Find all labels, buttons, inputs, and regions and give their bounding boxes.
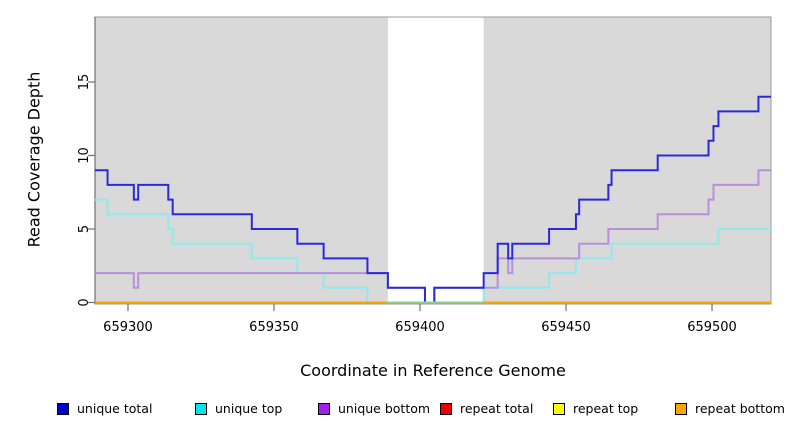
legend-label: repeat bottom <box>695 401 785 416</box>
legend-item-unique-bottom: unique bottom <box>318 401 430 416</box>
y-tick-label: 15 <box>77 74 92 91</box>
y-axis-title: Read Coverage Depth <box>24 71 44 248</box>
x-tick-label: 659500 <box>687 320 737 335</box>
legend-item-repeat-bottom: repeat bottom <box>675 401 785 416</box>
legend-label: unique bottom <box>338 401 431 416</box>
legend-item-repeat-top: repeat top <box>553 401 638 416</box>
legend-item-unique-top: unique top <box>195 401 282 416</box>
repeat-top-swatch-icon <box>553 402 565 415</box>
series-line-unique-total <box>95 95 771 304</box>
unique-bottom-swatch-icon <box>318 402 330 415</box>
series-lines <box>95 95 771 304</box>
legend-label: unique total <box>77 401 153 416</box>
x-tick-label: 659300 <box>103 320 153 335</box>
x-tick-label: 659450 <box>541 320 591 335</box>
y-tick-label: 10 <box>77 147 92 164</box>
coverage-gap-band <box>387 17 484 304</box>
x-tick-label: 659350 <box>249 320 299 335</box>
unique-total-swatch-icon <box>57 402 69 415</box>
repeat-bottom-swatch-icon <box>675 402 687 415</box>
unique-top-swatch-icon <box>195 402 207 415</box>
legend-label: repeat total <box>460 401 534 416</box>
series-line-unique-top <box>95 198 771 304</box>
y-tick-label: 0 <box>77 298 92 306</box>
legend-label: repeat top <box>573 401 639 416</box>
y-axis: 0 5 10 15 <box>77 17 96 307</box>
x-axis: 659300 659350 659400 659450 659500 <box>103 304 737 335</box>
x-tick-label: 659400 <box>395 320 445 335</box>
legend-label: unique top <box>215 401 283 416</box>
legend-item-repeat-total: repeat total <box>440 401 533 416</box>
x-axis-title: Coordinate in Reference Genome <box>300 361 566 380</box>
legend-item-unique-total: unique total <box>57 401 152 416</box>
y-tick-label: 5 <box>77 225 92 233</box>
repeat-total-swatch-icon <box>440 402 452 415</box>
series-line-unique-bottom <box>95 169 771 304</box>
